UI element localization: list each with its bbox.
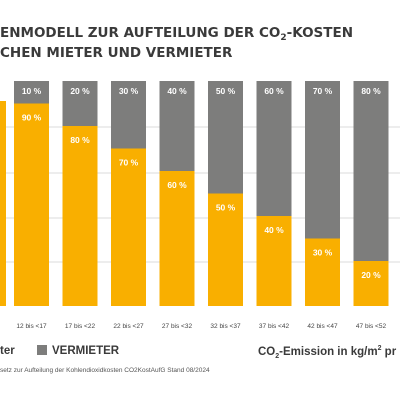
title-line-1: ENMODELL ZUR AUFTEILUNG DER CO2-KOSTEN — [0, 25, 354, 43]
bar-segment-mieter — [159, 171, 195, 306]
x-tick-label: 42 bis <47 — [307, 323, 338, 330]
bar-segment-vermieter — [208, 81, 243, 194]
bar-segment-vermieter — [159, 81, 195, 171]
legend-vermieter-swatch — [37, 345, 47, 355]
bar-segment-mieter-cropped — [0, 101, 6, 306]
data-label-vermieter: 70 % — [313, 86, 333, 96]
data-label-mieter: 40 % — [264, 225, 284, 235]
data-label-mieter: 70 % — [119, 158, 139, 168]
data-label-mieter: 60 % — [167, 180, 187, 190]
bar-segment-mieter — [353, 261, 389, 306]
legend-mieter-label: ter — [0, 345, 15, 357]
data-label-vermieter: 20 % — [70, 86, 90, 96]
legend-mieter: ter — [0, 345, 15, 357]
data-label-vermieter: 40 % — [167, 86, 187, 96]
x-tick-label: 22 bis <27 — [113, 323, 144, 330]
x-tick-label: 47 bis <52 — [356, 323, 387, 330]
data-label-mieter: 80 % — [70, 135, 90, 145]
data-label-vermieter: 60 % — [264, 86, 284, 96]
legend-vermieter-label: VERMIETER — [52, 345, 120, 357]
data-label-mieter: 50 % — [216, 203, 236, 213]
x-tick-label: 27 bis <32 — [162, 323, 193, 330]
stacked-bar-chart: 10 % 90 % 12 bis <17 20 % 80 % 17 bis <22 30 %… — [0, 81, 400, 330]
bar-segment-vermieter — [111, 81, 146, 149]
title-line-2: CHEN MIETER UND VERMIETER — [0, 45, 233, 61]
legend-vermieter: VERMIETER — [37, 345, 119, 357]
data-label-vermieter: 30 % — [119, 86, 139, 96]
x-tick-label: 17 bis <22 — [65, 323, 96, 330]
bar-segment-mieter — [305, 238, 340, 306]
data-label-vermieter: 50 % — [216, 86, 236, 96]
bar-segment-mieter — [208, 193, 243, 306]
data-label-mieter: 90 % — [22, 113, 42, 123]
bar-segment-vermieter — [14, 81, 49, 104]
data-label-mieter: 20 % — [361, 270, 381, 280]
bar-segment-mieter — [256, 216, 292, 306]
x-tick-label: 12 bis <17 — [16, 323, 47, 330]
data-label-mieter: 30 % — [313, 248, 333, 258]
bar-segment-vermieter — [353, 81, 389, 261]
bar-segment-mieter — [62, 126, 98, 306]
bar-segment-mieter — [14, 103, 49, 306]
bar-segment-vermieter — [62, 81, 98, 126]
chart-title: ENMODELL ZUR AUFTEILUNG DER CO2-KOSTEN C… — [0, 24, 400, 62]
x-tick-label: 32 bis <37 — [210, 323, 241, 330]
footnote: setz zur Aufteilung der Kohlendioxidkost… — [0, 367, 210, 374]
x-tick-label: 37 bis <42 — [259, 323, 290, 330]
data-label-vermieter: 80 % — [361, 86, 381, 96]
bar-segment-vermieter — [305, 81, 340, 239]
bar-segment-vermieter — [256, 81, 292, 216]
bar-segment-mieter — [111, 148, 146, 306]
x-axis-label: CO2-Emission in kg/m2 pr — [258, 345, 397, 361]
data-label-vermieter: 10 % — [22, 86, 42, 96]
